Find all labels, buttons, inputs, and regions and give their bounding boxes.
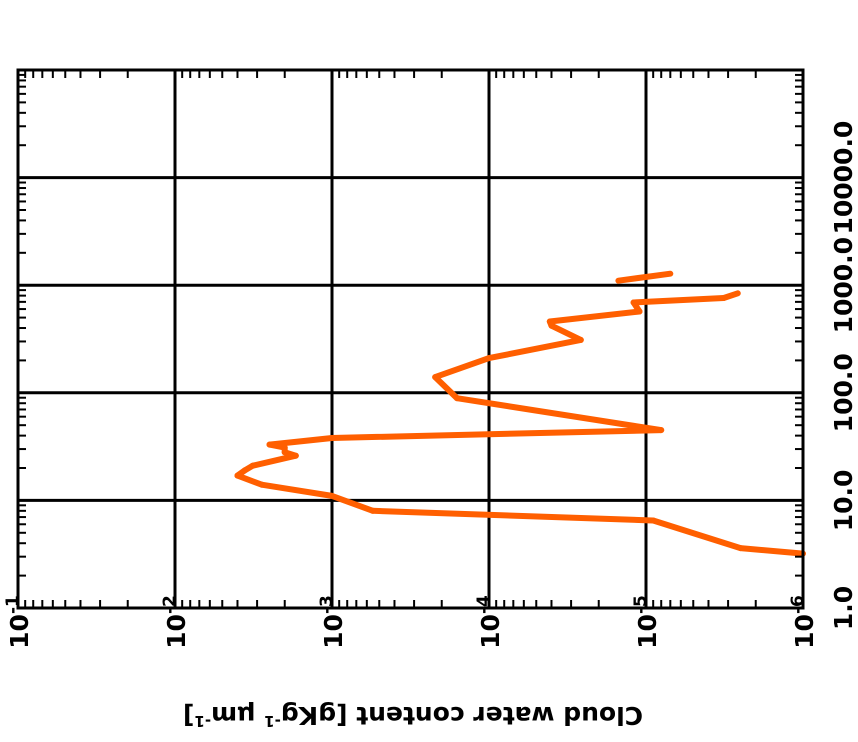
series-1-segment-1	[615, 270, 674, 284]
series-0-segment-5	[258, 481, 335, 499]
series-0-segment-16	[432, 374, 460, 402]
y-axis-title-main: Cloud water content [gKg	[281, 701, 643, 730]
y-tick-label-5: 10-1	[3, 595, 34, 649]
series-0-segment-23	[630, 295, 727, 306]
series-0-segment-17	[432, 355, 492, 381]
y-tick-label-4: 10-2	[160, 595, 191, 649]
y-tick-labels: 10-6 10-5 10-4 10-3 10-2 10-1	[3, 595, 819, 649]
y-tick-label-2: 10-4	[474, 595, 505, 649]
minor-ticks	[18, 70, 803, 608]
y-axis-title-sup2: -1	[194, 712, 211, 730]
series-0-segment-14	[329, 427, 665, 441]
x-tick-label-1: 10.0	[829, 470, 858, 532]
data-series	[234, 270, 806, 557]
series-0-segment-18	[486, 336, 584, 362]
series-0-segment-2	[650, 517, 744, 552]
series-0-segment-19	[548, 322, 584, 343]
y-axis-title-end: ]	[183, 701, 194, 730]
y-axis-title: Cloud water content [gKg-1 μm-1]	[183, 701, 643, 730]
x-tick-label-3: 1000.0	[829, 237, 858, 333]
series-0-segment-1	[737, 545, 806, 557]
series-0-segment-6	[234, 472, 265, 488]
grid-lines	[18, 70, 803, 608]
x-tick-label-2: 100.0	[829, 353, 858, 432]
y-tick-label-3: 10-3	[317, 595, 348, 649]
x-tick-label-0: 1.0	[829, 586, 858, 630]
x-tick-label-4: 10000.0	[829, 121, 858, 235]
series-0-segment-21	[546, 308, 643, 325]
series-0-segment-13	[266, 435, 335, 448]
y-tick-label-0: 10-6	[788, 595, 819, 649]
plot-frame	[16, 68, 805, 610]
series-0-segment-4	[329, 492, 376, 514]
y-axis-title-mu: μm	[211, 701, 255, 730]
series-0-segment-15	[454, 395, 665, 434]
y-axis-title-sup1: -1	[264, 712, 281, 730]
y-axis-title-mid	[256, 701, 265, 730]
series-0-segment-9	[249, 452, 299, 469]
series-0-segment-24	[720, 290, 741, 301]
series-0-segment-3	[369, 507, 657, 524]
y-tick-label-1: 10-5	[631, 595, 662, 649]
